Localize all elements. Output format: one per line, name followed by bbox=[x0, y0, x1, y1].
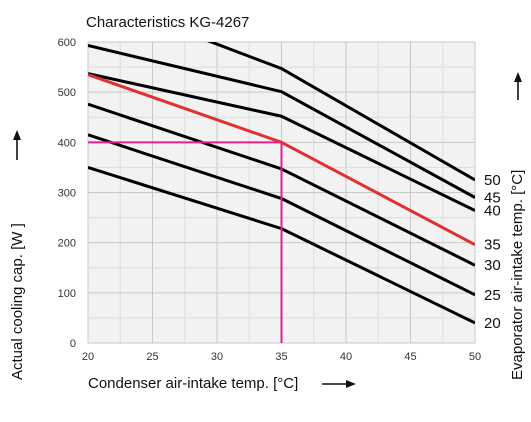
y-tick-label: 300 bbox=[58, 188, 76, 200]
y-tick-label: 600 bbox=[58, 37, 76, 49]
right-axis-arrow bbox=[514, 72, 522, 100]
series-line-50 bbox=[207, 42, 475, 182]
y-tick-label: 400 bbox=[58, 137, 76, 149]
y-tick-label: 0 bbox=[70, 338, 76, 350]
x-tick-label: 45 bbox=[404, 351, 416, 363]
right-axis-label: Evaporator air-intake temp. [°C] bbox=[509, 170, 526, 380]
y-arrow-head bbox=[13, 130, 21, 140]
y-tick-label: 500 bbox=[58, 87, 76, 99]
series-label-25: 25 bbox=[484, 287, 501, 304]
series-label-35: 35 bbox=[484, 237, 501, 254]
right-arrow-head bbox=[514, 72, 522, 82]
series-line-40 bbox=[88, 72, 475, 212]
x-axis-arrow bbox=[322, 380, 356, 388]
x-axis-label: Condenser air-intake temp. [°C] bbox=[88, 375, 298, 392]
x-tick-label: 35 bbox=[275, 351, 287, 363]
operating-point-marker bbox=[88, 141, 283, 343]
x-tick-label: 50 bbox=[469, 351, 481, 363]
y-tick-label: 100 bbox=[58, 288, 76, 300]
y-tick-label: 200 bbox=[58, 238, 76, 250]
y-axis-label: Actual cooling cap. [W ] bbox=[9, 223, 26, 380]
x-tick-label: 25 bbox=[146, 351, 158, 363]
chart-title: Characteristics KG-4267 bbox=[86, 14, 249, 31]
series-label-50: 50 bbox=[484, 172, 501, 189]
x-tick-label: 20 bbox=[82, 351, 94, 363]
x-tick-label: 30 bbox=[211, 351, 223, 363]
y-axis-arrow bbox=[13, 130, 21, 160]
series-label-40: 40 bbox=[484, 203, 501, 220]
x-tick-label: 40 bbox=[340, 351, 352, 363]
series-label-20: 20 bbox=[484, 315, 501, 332]
x-arrow-head bbox=[346, 380, 356, 388]
series-label-30: 30 bbox=[484, 257, 501, 274]
series-label-45: 45 bbox=[484, 190, 501, 207]
series-line-45 bbox=[88, 44, 475, 199]
